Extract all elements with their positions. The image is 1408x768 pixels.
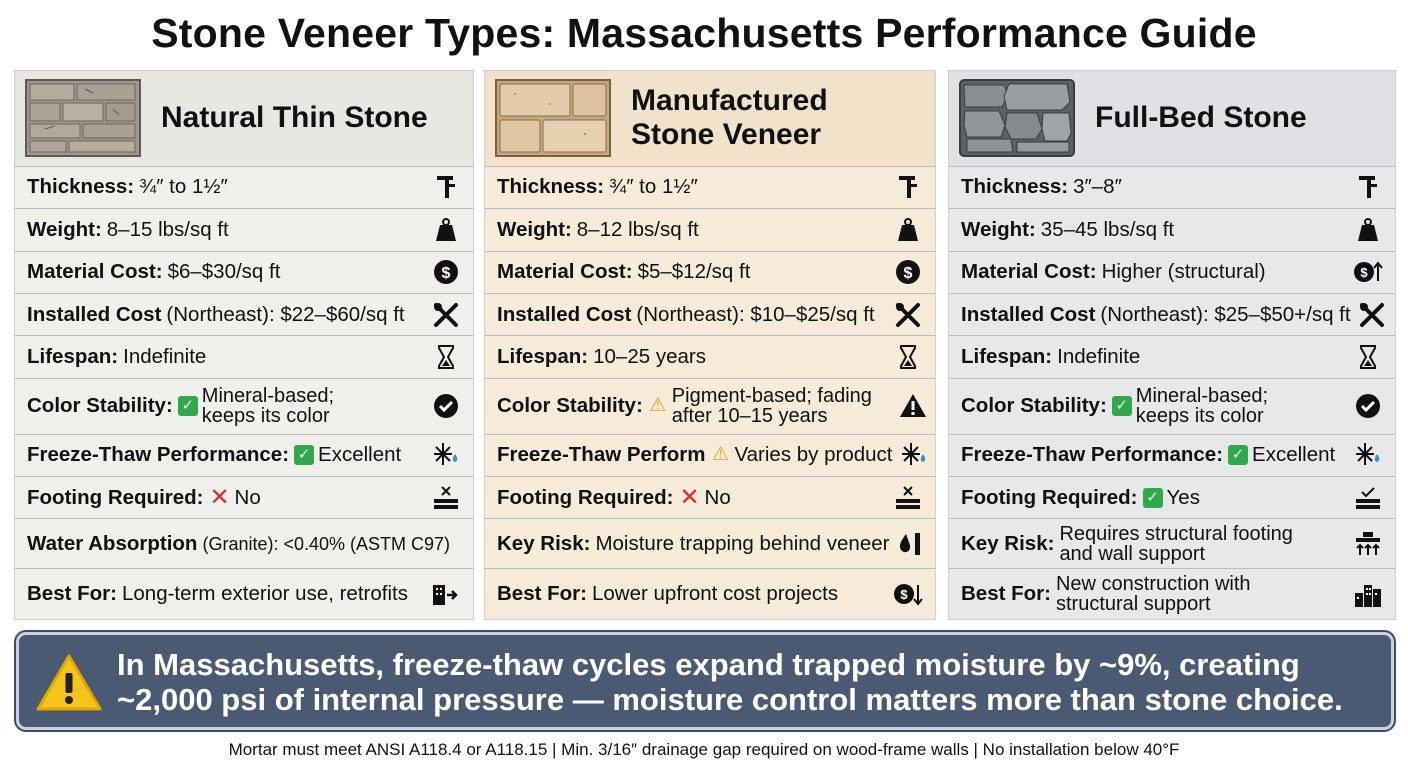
svg-text:$: $ (1360, 265, 1368, 280)
row-thickness: Thickness: ¾″ to 1½″ (15, 167, 473, 210)
column-title: Manufactured Stone Veneer (631, 84, 828, 152)
svg-text:$: $ (442, 265, 451, 282)
drop-wall-icon (900, 532, 921, 555)
weight-icon (898, 217, 918, 241)
row-color-stability: Color Stability: ✓ Mineral-based; keeps it… (949, 379, 1395, 435)
tools-icon (434, 302, 458, 327)
column-natural-thin-stone: Natural Thin Stone Thickness: ¾″ to 1½″ W… (14, 70, 474, 620)
caliper-icon (899, 176, 917, 199)
x-mark-icon: ✕ (209, 483, 230, 511)
full-bed-stone-icon (959, 79, 1075, 158)
snowflake-drop-icon (434, 443, 458, 466)
dollar-down-icon: $ (894, 584, 923, 606)
caliper-icon (437, 176, 455, 199)
row-weight: Weight: 35–45 lbs/sq ft (949, 209, 1395, 252)
buildings-icon (1355, 585, 1381, 608)
warning-mark-icon: ⚠ (649, 395, 667, 417)
check-mark-icon: ✓ (1111, 396, 1132, 417)
row-water-absorption: Water Absorption (Granite): <0.40% (ASTM … (15, 519, 473, 570)
natural-stone-icon (25, 79, 141, 158)
row-freeze-thaw: Freeze-Thaw Performance: ✓ Excellent (949, 435, 1395, 477)
row-footing: Footing Required: ✕ No (485, 477, 935, 520)
row-best-for: Best For: Lower upfront cost projects $ (485, 569, 935, 619)
row-freeze-thaw: Freeze-Thaw Performance: ✓ Excellent (15, 435, 473, 477)
row-thickness: Thickness: 3″–8″ (949, 167, 1395, 210)
check-circle-icon (434, 394, 458, 419)
row-weight: Weight: 8–15 lbs/sq ft (15, 209, 473, 252)
row-freeze-thaw: Freeze-Thaw Perform ⚠ Varies by product (485, 435, 935, 477)
row-thickness: Thickness: ¾″ to 1½″ (485, 167, 935, 210)
hourglass-icon (1360, 344, 1376, 369)
row-key-risk: Key Risk: Requires structural footing and… (949, 519, 1395, 570)
warning-banner: In Massachusetts, freeze-thaw cycles exp… (16, 632, 1394, 730)
row-best-for: Best For: Long-term exterior use, retrofi… (15, 569, 473, 619)
row-color-stability: Color Stability: ✓ Mineral-based; keeps it… (15, 379, 473, 435)
svg-text:$: $ (900, 587, 908, 602)
column-full-bed-stone: Full-Bed Stone Thickness: 3″–8″ Weight: 35… (948, 70, 1396, 620)
check-mark-icon: ✓ (294, 445, 315, 466)
banner-text: In Massachusetts, freeze-thaw cycles exp… (117, 647, 1343, 717)
hourglass-icon (900, 344, 916, 369)
row-key-risk: Key Risk: Moisture trapping behind veneer (485, 519, 935, 570)
row-weight: Weight: 8–12 lbs/sq ft (485, 209, 935, 252)
row-footing: Footing Required: ✓ Yes (949, 477, 1395, 520)
weight-icon (1358, 217, 1378, 241)
hourglass-icon (438, 344, 454, 369)
warning-icon (899, 394, 926, 418)
column-title: Full-Bed Stone (1095, 101, 1307, 135)
footing-x-icon (896, 485, 920, 509)
snowflake-drop-icon (901, 443, 925, 466)
column-title: Natural Thin Stone (161, 101, 428, 135)
row-footing: Footing Required: ✕ No (15, 477, 473, 520)
row-installed-cost: Installed Cost (Northeast): $25–$50+/sq f… (949, 294, 1395, 337)
comparison-columns: Natural Thin Stone Thickness: ¾″ to 1½″ W… (14, 70, 1396, 620)
dollar-up-icon: $ (1354, 261, 1383, 283)
support-icon (1356, 531, 1380, 555)
warning-icon (36, 654, 102, 711)
page-title: Stone Veneer Types: Massachusetts Perfor… (151, 10, 1257, 56)
caliper-icon (1359, 176, 1377, 199)
footing-check-icon (1356, 486, 1380, 509)
tools-icon (1359, 302, 1384, 327)
column-header: Natural Thin Stone (15, 71, 473, 167)
column-header: Full-Bed Stone (949, 71, 1395, 167)
dollar-icon: $ (434, 260, 458, 285)
warning-mark-icon: ⚠ (711, 444, 729, 466)
footing-x-icon (434, 485, 458, 509)
row-installed-cost: Installed Cost (Northeast): $10–$25/sq ft (485, 294, 935, 337)
row-best-for: Best For: New construction with structura… (949, 569, 1395, 619)
weight-icon (436, 217, 456, 241)
snowflake-drop-icon (1356, 443, 1380, 466)
column-header: Manufactured Stone Veneer (485, 71, 935, 167)
check-mark-icon: ✓ (177, 396, 198, 417)
dollar-icon: $ (896, 260, 920, 285)
check-mark-icon: ✓ (1228, 445, 1249, 466)
row-lifespan: Lifespan: Indefinite (949, 336, 1395, 379)
x-mark-icon: ✕ (679, 483, 700, 511)
column-manufactured-stone-veneer: Manufactured Stone Veneer Thickness: ¾″ to… (484, 70, 936, 620)
footnote: Mortar must meet ANSI A118.4 or A118.15 … (228, 740, 1180, 759)
row-lifespan: Lifespan: Indefinite (15, 336, 473, 379)
tools-icon (896, 302, 920, 327)
check-mark-icon: ✓ (1142, 487, 1163, 508)
row-material-cost: Material Cost: $5–$12/sq ft $ (485, 252, 935, 294)
row-material-cost: Material Cost: $6–$30/sq ft $ (15, 252, 473, 294)
building-arrow-icon (433, 585, 458, 606)
check-circle-icon (1356, 394, 1380, 419)
row-color-stability: Color Stability: ⚠ Pigment-based; fading a… (485, 379, 935, 435)
row-lifespan: Lifespan: 10–25 years (485, 336, 935, 379)
manufactured-stone-icon (495, 79, 611, 158)
svg-text:$: $ (904, 265, 913, 282)
row-material-cost: Material Cost: Higher (structural) $ (949, 252, 1395, 294)
row-installed-cost: Installed Cost (Northeast): $22–$60/sq ft (15, 294, 473, 337)
